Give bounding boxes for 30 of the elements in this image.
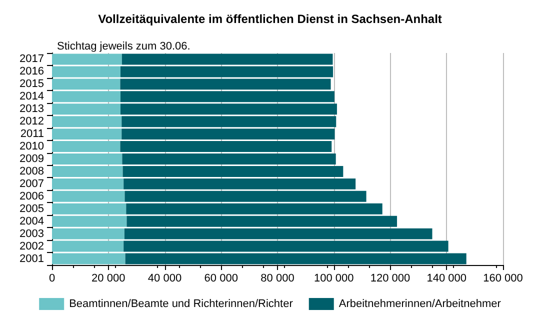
y-tick-label: 2010: [20, 140, 44, 153]
legend-label: Beamtinnen/Beamte und Richterinnen/Richter: [69, 298, 294, 310]
x-tick-label: 0: [48, 272, 56, 284]
x-tick-label: 80 000: [260, 272, 294, 284]
y-tick-label: 2004: [20, 215, 44, 228]
y-tick-label: 2013: [20, 103, 44, 116]
y-tick-label: 2003: [20, 228, 44, 240]
y-tick-label: 2016: [20, 66, 44, 78]
y-tick-label: 2007: [20, 178, 44, 190]
y-tick-label: 2011: [20, 128, 44, 140]
chart-title: Vollzeitäquivalente im öffentlichen Dienst in Sachsen-Anhalt: [98, 12, 442, 26]
x-tick-label: 160 000: [483, 272, 523, 284]
y-tick-label: 2009: [20, 153, 44, 165]
x-tick-label: 120 000: [370, 272, 410, 284]
y-tick-label: 2001: [20, 252, 44, 265]
y-tick-label: 2015: [20, 78, 44, 90]
x-tick-label: 140 000: [426, 272, 467, 284]
chart-subtitle: Stichtag jeweils zum 30.06.: [57, 40, 190, 52]
x-tick-label: 100 000: [314, 272, 354, 284]
y-tick-label: 2005: [20, 202, 44, 215]
x-tick-label: 40 000: [148, 272, 182, 284]
legend-label: Arbeitnehmerinnen/Arbeitnehmer: [338, 298, 502, 310]
x-tick-label: 20 000: [92, 272, 126, 284]
y-tick-label: 2012: [20, 116, 44, 128]
y-tick-label: 2017: [20, 53, 44, 66]
y-tick-label: 2002: [20, 240, 44, 252]
y-tick-label: 2014: [20, 90, 44, 103]
y-tick-label: 2008: [20, 165, 44, 178]
x-tick-label: 60 000: [204, 272, 238, 284]
y-tick-label: 2006: [20, 190, 44, 202]
